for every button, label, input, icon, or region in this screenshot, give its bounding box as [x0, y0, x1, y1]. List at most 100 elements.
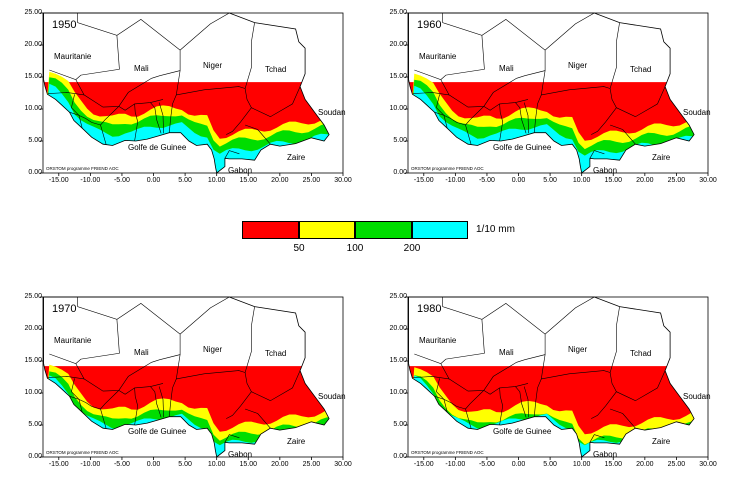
panel-year: 1960: [417, 19, 442, 31]
country-border: [523, 386, 529, 418]
x-tick-label: 10.00: [572, 177, 591, 184]
label-gabon: Gabon: [593, 450, 618, 459]
x-tick-label: 25.00: [302, 177, 321, 184]
x-tick-label: 15.00: [239, 177, 258, 184]
y-tick-label: 15.00: [389, 357, 407, 364]
country-border: [251, 370, 301, 402]
country-border: [251, 306, 255, 326]
country-border: [483, 383, 529, 395]
y-tick-label: 5.00: [28, 421, 42, 428]
label-tchad: Tchad: [630, 349, 652, 358]
y-tick-label: 20.00: [389, 325, 407, 332]
country-border: [413, 92, 450, 96]
country-border: [465, 390, 485, 429]
y-tick-label: 25.00: [24, 293, 42, 300]
x-tick-label: -15.00: [48, 177, 69, 184]
country-border: [413, 376, 450, 380]
x-tick-label: 15.00: [604, 461, 623, 468]
legend-swatch-red: [242, 221, 299, 239]
x-tick-label: -15.00: [48, 461, 69, 468]
label-soudan: Soudan: [683, 392, 711, 401]
country-border: [244, 124, 271, 145]
country-border: [71, 378, 83, 413]
plot-frame: [407, 12, 709, 174]
label-mauritanie: Mauritanie: [54, 52, 92, 61]
country-border: [434, 395, 466, 410]
x-tick-label: -5.00: [113, 461, 130, 468]
x-tick-label: 10.00: [572, 461, 591, 468]
panel-year: 1980: [417, 303, 442, 315]
country-border: [541, 370, 611, 380]
label-mali: Mali: [499, 64, 514, 73]
country-border: [158, 386, 164, 418]
label-tchad: Tchad: [630, 65, 652, 74]
y-tick-label: 15.00: [389, 73, 407, 80]
credit-text: ORSTOM programme FRIEND AOC: [411, 450, 484, 455]
y-tick-label: 10.00: [389, 389, 407, 396]
rainfall-legend: 50 100 200 1/10 mm: [242, 221, 532, 261]
x-tick-label: 5.00: [543, 177, 557, 184]
x-tick-label: -10.00: [445, 461, 466, 468]
country-border: [589, 150, 605, 159]
country-border: [609, 124, 636, 145]
label-niger: Niger: [203, 61, 223, 70]
legend-tick-100: 100: [346, 243, 364, 254]
country-border: [616, 370, 666, 402]
panel-year: 1950: [52, 19, 77, 31]
label-soudan: Soudan: [318, 108, 346, 117]
country-border: [69, 395, 101, 410]
country-border: [150, 386, 162, 418]
x-tick-label: 20.00: [636, 177, 654, 184]
y-tick-label: 15.00: [24, 357, 42, 364]
y-tick-label: 20.00: [24, 41, 42, 48]
label-mali: Mali: [134, 64, 149, 73]
country-border: [591, 325, 617, 419]
x-tick-label: -5.00: [478, 177, 495, 184]
x-tick-label: 30.00: [699, 461, 717, 468]
x-tick-label: -10.00: [80, 461, 101, 468]
label-tchad: Tchad: [265, 65, 287, 74]
map-svg: [405, 296, 709, 460]
country-border: [534, 354, 546, 417]
country-border: [589, 434, 605, 443]
country-border: [224, 150, 240, 159]
x-tick-label: 20.00: [271, 461, 289, 468]
country-border: [48, 92, 85, 96]
label-golfe: Golfe de Guinee: [493, 143, 552, 152]
label-gabon: Gabon: [228, 450, 253, 459]
x-tick-label: 0.00: [146, 177, 161, 184]
x-tick-label: -15.00: [413, 461, 434, 468]
legend-unit: 1/10 mm: [476, 224, 515, 235]
country-border: [118, 383, 164, 395]
x-tick-label: 5.00: [178, 177, 192, 184]
country-border: [179, 12, 230, 51]
coastline: [408, 12, 695, 174]
x-tick-label: 30.00: [334, 177, 352, 184]
x-tick-label: 0.00: [511, 177, 526, 184]
x-tick-label: 10.00: [207, 177, 226, 184]
legend-swatch-green: [355, 221, 412, 239]
country-border: [226, 325, 252, 419]
x-tick-label: 15.00: [239, 461, 258, 468]
country-border: [534, 70, 546, 133]
label-mali: Mali: [134, 348, 149, 357]
y-tick-label: 5.00: [393, 137, 407, 144]
label-niger: Niger: [568, 61, 588, 70]
label-mauritanie: Mauritanie: [419, 52, 457, 61]
map-panel-1960: 25.00 20.00 15.00 10.00 5.00 0.00 -15.00 -10.00…: [383, 8, 716, 188]
country-border: [515, 386, 527, 418]
country-border: [515, 102, 527, 134]
y-tick-label: 0.00: [393, 453, 407, 460]
country-border: [48, 376, 85, 380]
y-tick-label: 15.00: [24, 73, 42, 80]
x-tick-label: 30.00: [699, 177, 717, 184]
country-border: [440, 19, 546, 108]
country-border: [179, 296, 230, 335]
panel-year: 1970: [52, 303, 77, 315]
country-border: [251, 22, 255, 42]
x-tick-label: 30.00: [334, 461, 352, 468]
coastline: [43, 296, 330, 458]
country-border: [226, 41, 252, 135]
label-niger: Niger: [203, 345, 223, 354]
credit-text: ORSTOM programme FRIEND AOC: [46, 450, 119, 455]
